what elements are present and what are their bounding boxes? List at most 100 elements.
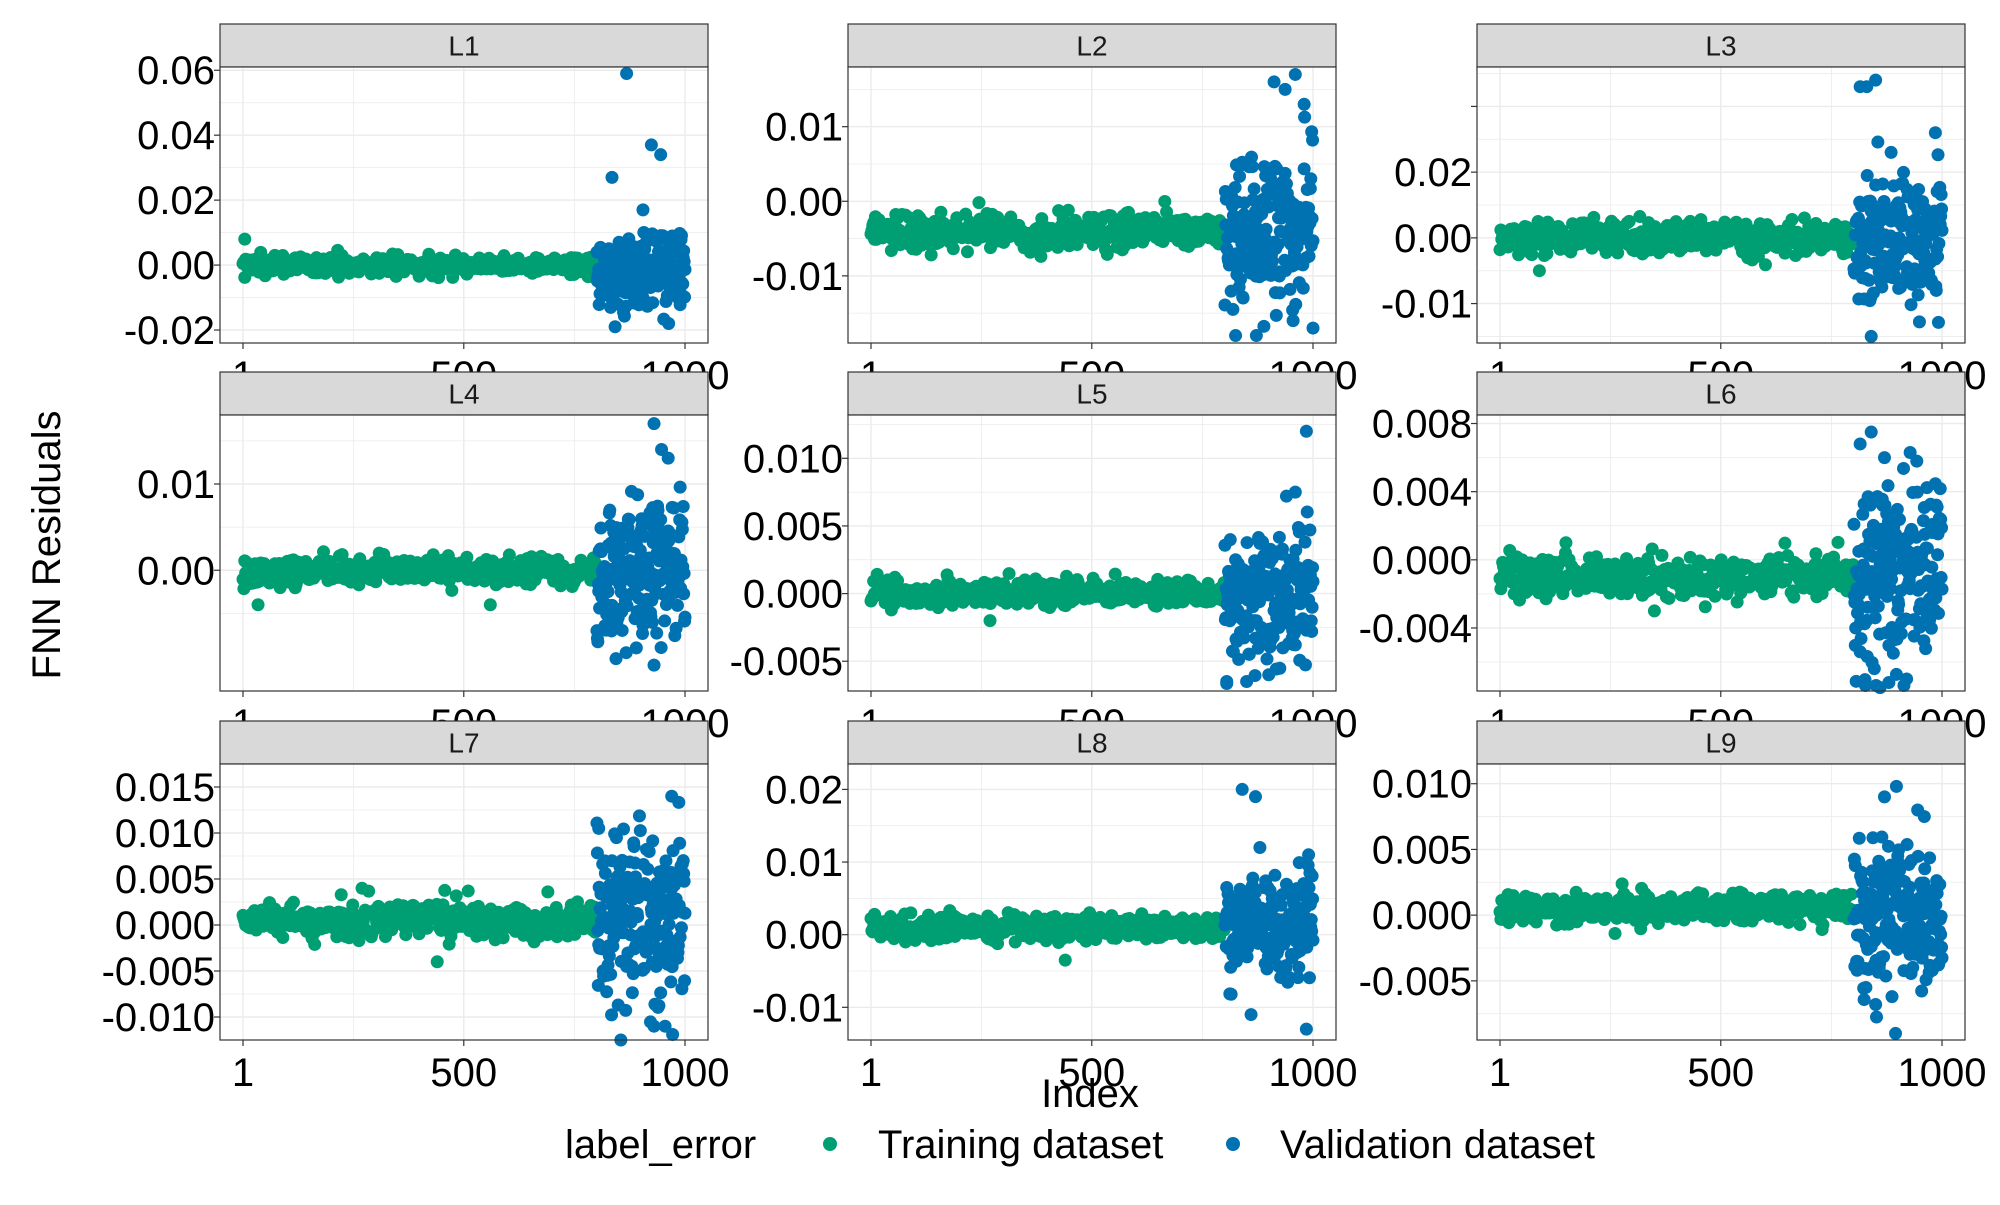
validation-point (1240, 675, 1253, 688)
strip-label: L7 (448, 728, 479, 759)
validation-point (1289, 68, 1302, 81)
y-tick-label: -0.005 (730, 640, 843, 684)
training-point (1533, 264, 1546, 277)
y-tick-label: 0.015 (115, 766, 215, 810)
validation-point (609, 320, 622, 333)
training-point (438, 884, 451, 897)
validation-point (678, 974, 691, 987)
training-point (335, 888, 348, 901)
validation-point (1268, 75, 1281, 88)
validation-point (1297, 282, 1310, 295)
validation-point (1897, 462, 1910, 475)
validation-point (591, 635, 604, 648)
strip-label: L5 (1076, 379, 1107, 410)
y-tick-label: 0.00 (765, 180, 843, 224)
validation-point (646, 834, 659, 847)
validation-point (634, 824, 647, 837)
validation-point (1872, 600, 1885, 613)
validation-point (1237, 292, 1250, 305)
training-point (497, 931, 510, 944)
validation-point (1847, 518, 1860, 531)
validation-point (658, 614, 671, 627)
training-point (276, 931, 289, 944)
validation-point (603, 504, 616, 517)
validation-point (1279, 83, 1292, 96)
validation-point (633, 809, 646, 822)
training-point (356, 882, 369, 895)
validation-point (665, 790, 678, 803)
training-point (934, 206, 947, 219)
validation-point (677, 854, 690, 867)
strip-label: L4 (448, 379, 479, 410)
validation-point (1306, 561, 1319, 574)
validation-point (1925, 561, 1938, 574)
validation-point (1287, 314, 1300, 327)
strip-label: L2 (1076, 31, 1107, 62)
validation-point (1925, 622, 1938, 635)
validation-point (679, 263, 692, 276)
validation-point (677, 500, 690, 513)
validation-point (626, 986, 639, 999)
training-point (904, 906, 917, 919)
validation-point (1299, 536, 1312, 549)
validation-point (628, 840, 641, 853)
validation-point (674, 481, 687, 494)
validation-point (1869, 74, 1882, 87)
y-tick-label: 0.010 (115, 812, 215, 856)
y-tick-label: 0.000 (1372, 539, 1472, 583)
training-point (1699, 600, 1712, 613)
panel-l1: L1-0.020.000.020.040.0615001000 (124, 24, 730, 398)
validation-point (1233, 170, 1246, 183)
training-point (287, 896, 300, 909)
validation-point (1229, 181, 1242, 194)
validation-point (1303, 250, 1316, 263)
validation-point (592, 822, 605, 835)
validation-point (1871, 136, 1884, 149)
validation-point (652, 999, 665, 1012)
training-point (1003, 567, 1016, 580)
validation-point (1273, 531, 1286, 544)
training-point (1759, 258, 1772, 271)
validation-point (1912, 288, 1925, 301)
validation-point (631, 910, 644, 923)
validation-point (654, 986, 667, 999)
validation-point (1307, 322, 1320, 335)
validation-point (599, 867, 612, 880)
validation-point (1930, 284, 1943, 297)
y-tick-label: 0.010 (743, 437, 843, 481)
validation-point (1307, 575, 1320, 588)
validation-point (1929, 126, 1942, 139)
y-tick-label: 0.000 (743, 573, 843, 617)
training-point (925, 248, 938, 261)
x-tick-label: 500 (430, 1051, 497, 1095)
validation-point (1289, 638, 1302, 651)
validation-point (1306, 601, 1319, 614)
validation-point (1220, 675, 1233, 688)
validation-point (679, 611, 692, 624)
validation-point (1270, 309, 1283, 322)
y-tick-label: -0.02 (124, 309, 215, 353)
validation-point (1246, 872, 1259, 885)
y-tick-label: -0.010 (102, 996, 215, 1040)
training-point (984, 614, 997, 627)
x-tick-label: 1000 (641, 1051, 730, 1095)
validation-point (641, 863, 654, 876)
validation-point (1936, 224, 1949, 237)
validation-point (1869, 611, 1882, 624)
validation-point (1226, 303, 1239, 316)
validation-point (1229, 329, 1242, 342)
validation-point (630, 641, 643, 654)
validation-point (678, 875, 691, 888)
validation-point (659, 1020, 672, 1033)
validation-point (655, 641, 668, 654)
validation-point (1289, 298, 1302, 311)
training-point (460, 551, 473, 564)
validation-point (1298, 98, 1311, 111)
validation-point (1301, 505, 1314, 518)
validation-point (1931, 501, 1944, 514)
y-tick-label: 0.01 (765, 106, 843, 150)
panel-l2: L2-0.010.000.0115001000 (752, 24, 1358, 398)
training-point (503, 548, 516, 561)
